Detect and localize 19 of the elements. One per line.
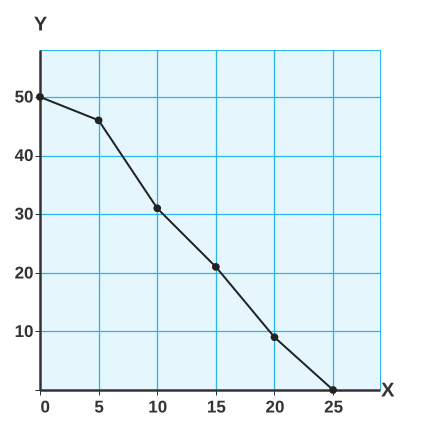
- x-tick-label: 5: [94, 398, 104, 416]
- point: [36, 93, 44, 101]
- y-tick-label: 20: [14, 263, 34, 282]
- point: [153, 204, 162, 212]
- x-tick-label: 10: [148, 398, 168, 416]
- point: [94, 116, 102, 124]
- x-tick-label: 20: [266, 398, 284, 416]
- point: [212, 263, 220, 271]
- y-tick-label: 40: [14, 146, 34, 166]
- x-tick-label: 25: [324, 398, 344, 416]
- y-tick-label: 10: [14, 322, 34, 341]
- y-tick-label: 30: [14, 204, 34, 224]
- y-axis-title: Y: [34, 14, 48, 36]
- x-axis-title: X: [381, 380, 396, 402]
- y-tick-label: 50: [14, 87, 34, 106]
- point: [270, 333, 278, 342]
- x-tick-label: 15: [206, 398, 226, 416]
- x-tick-label: 0: [40, 398, 50, 416]
- point: [329, 386, 337, 394]
